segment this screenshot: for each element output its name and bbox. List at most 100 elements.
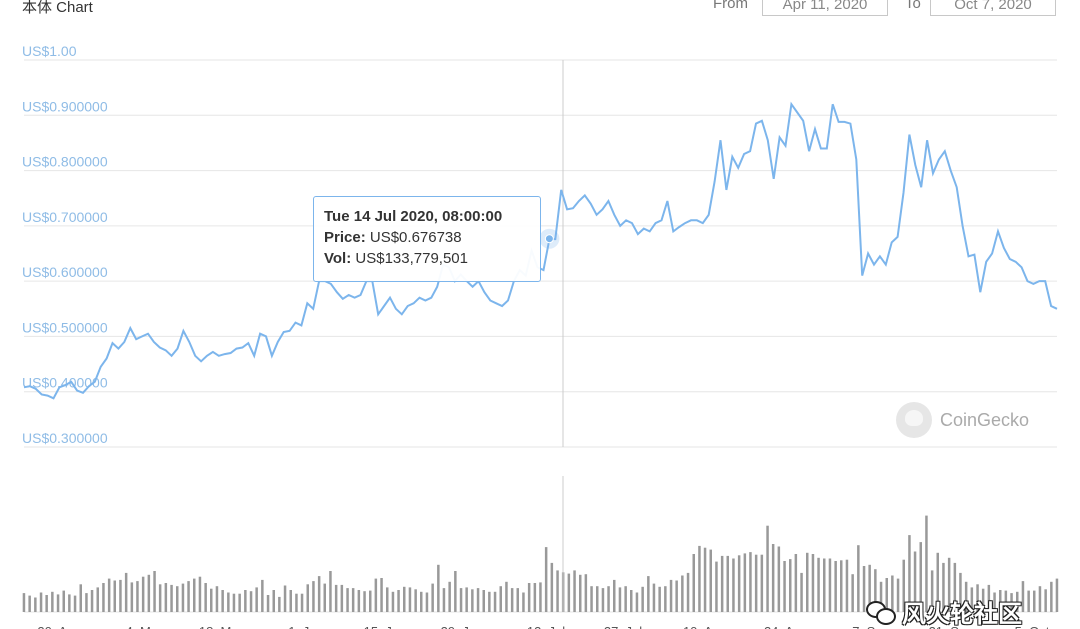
volume-bar bbox=[720, 555, 724, 612]
volume-bar bbox=[471, 589, 474, 612]
volume-bar bbox=[346, 588, 349, 612]
volume-bar bbox=[68, 594, 71, 612]
volume-bar bbox=[1033, 590, 1036, 612]
volume-bar bbox=[823, 558, 826, 612]
wechat-icon bbox=[866, 599, 896, 625]
y-tick-label: US$0.600000 bbox=[22, 264, 108, 280]
volume-bar bbox=[913, 551, 917, 612]
volume-bar bbox=[249, 591, 253, 612]
volume-bar bbox=[442, 588, 446, 612]
x-tick-label: 29. Jun bbox=[441, 624, 484, 629]
volume-bar bbox=[158, 584, 162, 612]
y-tick-label: US$0.800000 bbox=[22, 154, 108, 170]
volume-bar bbox=[283, 585, 287, 612]
volume-bar bbox=[1027, 590, 1030, 612]
volume-bar bbox=[1055, 578, 1059, 612]
volume-bar bbox=[278, 596, 281, 612]
volume-bar bbox=[255, 587, 258, 612]
volume-bar bbox=[800, 572, 803, 612]
volume-bar bbox=[964, 581, 968, 612]
x-tick-label: 7. Sep bbox=[852, 624, 890, 629]
volume-bar bbox=[942, 562, 945, 612]
volume-bar bbox=[232, 593, 236, 612]
tooltip-vol-label: Vol: bbox=[324, 250, 352, 267]
volume-bar bbox=[153, 571, 156, 612]
wechat-watermark: 风火轮社区 bbox=[866, 594, 1022, 629]
volume-bar bbox=[1016, 591, 1019, 612]
volume-bar bbox=[147, 574, 151, 612]
volume-bar bbox=[953, 562, 957, 612]
volume-bar bbox=[90, 590, 94, 613]
volume-bar bbox=[312, 581, 315, 612]
volume-bar bbox=[300, 593, 304, 612]
volume-bar bbox=[811, 554, 815, 612]
volume-bar bbox=[908, 535, 911, 612]
volume-bar bbox=[806, 552, 809, 612]
volume-bar bbox=[675, 580, 678, 612]
volume-bar bbox=[527, 583, 531, 612]
coingecko-watermark: CoinGecko bbox=[896, 402, 1029, 438]
x-tick-label: 18. May bbox=[199, 624, 246, 629]
from-date-input[interactable]: Apr 11, 2020 bbox=[762, 0, 888, 16]
volume-bar bbox=[510, 588, 514, 612]
volume-bar bbox=[522, 592, 525, 612]
volume-bar bbox=[732, 558, 735, 612]
volume-bar bbox=[1038, 586, 1042, 612]
volume-bar bbox=[102, 583, 105, 612]
volume-bar bbox=[425, 592, 429, 612]
wechat-text: 风火轮社区 bbox=[902, 601, 1022, 628]
volume-bar bbox=[652, 583, 656, 612]
volume-bar bbox=[556, 570, 559, 612]
hover-point bbox=[544, 234, 554, 244]
volume-bar bbox=[533, 583, 537, 612]
volume-bar bbox=[238, 593, 241, 612]
volume-bar bbox=[771, 544, 775, 612]
volume-bar bbox=[743, 553, 747, 612]
volume-bar bbox=[170, 584, 173, 612]
to-date-input[interactable]: Oct 7, 2020 bbox=[930, 0, 1056, 16]
volume-bar bbox=[851, 574, 854, 612]
volume-bar bbox=[902, 559, 905, 612]
volume-bar bbox=[397, 590, 400, 613]
volume-bar bbox=[357, 590, 361, 613]
volume-bar bbox=[119, 579, 122, 612]
volume-bar bbox=[754, 554, 758, 612]
y-axis-labels: US$1.00 US$0.900000 US$0.800000 US$0.700000… bbox=[22, 43, 108, 446]
volume-bar bbox=[420, 591, 423, 612]
volume-bar bbox=[664, 586, 667, 612]
x-tick-label: 21. Sep bbox=[929, 624, 974, 629]
volume-bar bbox=[703, 547, 707, 612]
volume-bar bbox=[925, 515, 928, 612]
volume-bar bbox=[380, 578, 383, 612]
volume-bar bbox=[1010, 593, 1013, 612]
volume-bar bbox=[476, 588, 480, 612]
volume-bars bbox=[22, 515, 1059, 613]
volume-bar bbox=[579, 574, 582, 612]
volume-bar bbox=[726, 555, 729, 612]
volume-bar bbox=[340, 584, 344, 612]
volume-bar bbox=[544, 547, 548, 612]
volume-bar bbox=[176, 586, 179, 612]
y-tick-label: US$0.400000 bbox=[22, 375, 108, 391]
volume-bar bbox=[329, 571, 332, 612]
volume-bar bbox=[488, 591, 491, 612]
volume-bar bbox=[681, 575, 684, 612]
volume-bar bbox=[749, 552, 752, 612]
volume-bar bbox=[193, 578, 196, 612]
volume-bar bbox=[221, 590, 224, 613]
volume-bar bbox=[136, 581, 139, 612]
volume-bar bbox=[737, 555, 741, 612]
volume-bar bbox=[465, 587, 468, 612]
volume-bar bbox=[386, 587, 389, 612]
volume-bar bbox=[408, 587, 412, 612]
volume-bar bbox=[919, 542, 922, 612]
volume-bar bbox=[647, 576, 650, 612]
volume-bar bbox=[783, 561, 786, 612]
volume-bar bbox=[885, 578, 888, 612]
volume-bar bbox=[817, 557, 820, 612]
volume-bar bbox=[601, 588, 605, 612]
price-tooltip: Tue 14 Jul 2020, 08:00:00 Price: US$0.67… bbox=[313, 196, 541, 282]
volume-bar bbox=[834, 561, 837, 612]
volume-bar bbox=[516, 588, 519, 612]
